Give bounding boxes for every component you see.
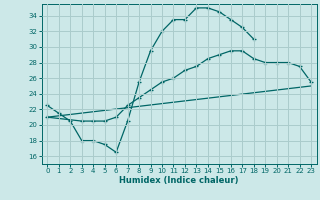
X-axis label: Humidex (Indice chaleur): Humidex (Indice chaleur) <box>119 176 239 185</box>
